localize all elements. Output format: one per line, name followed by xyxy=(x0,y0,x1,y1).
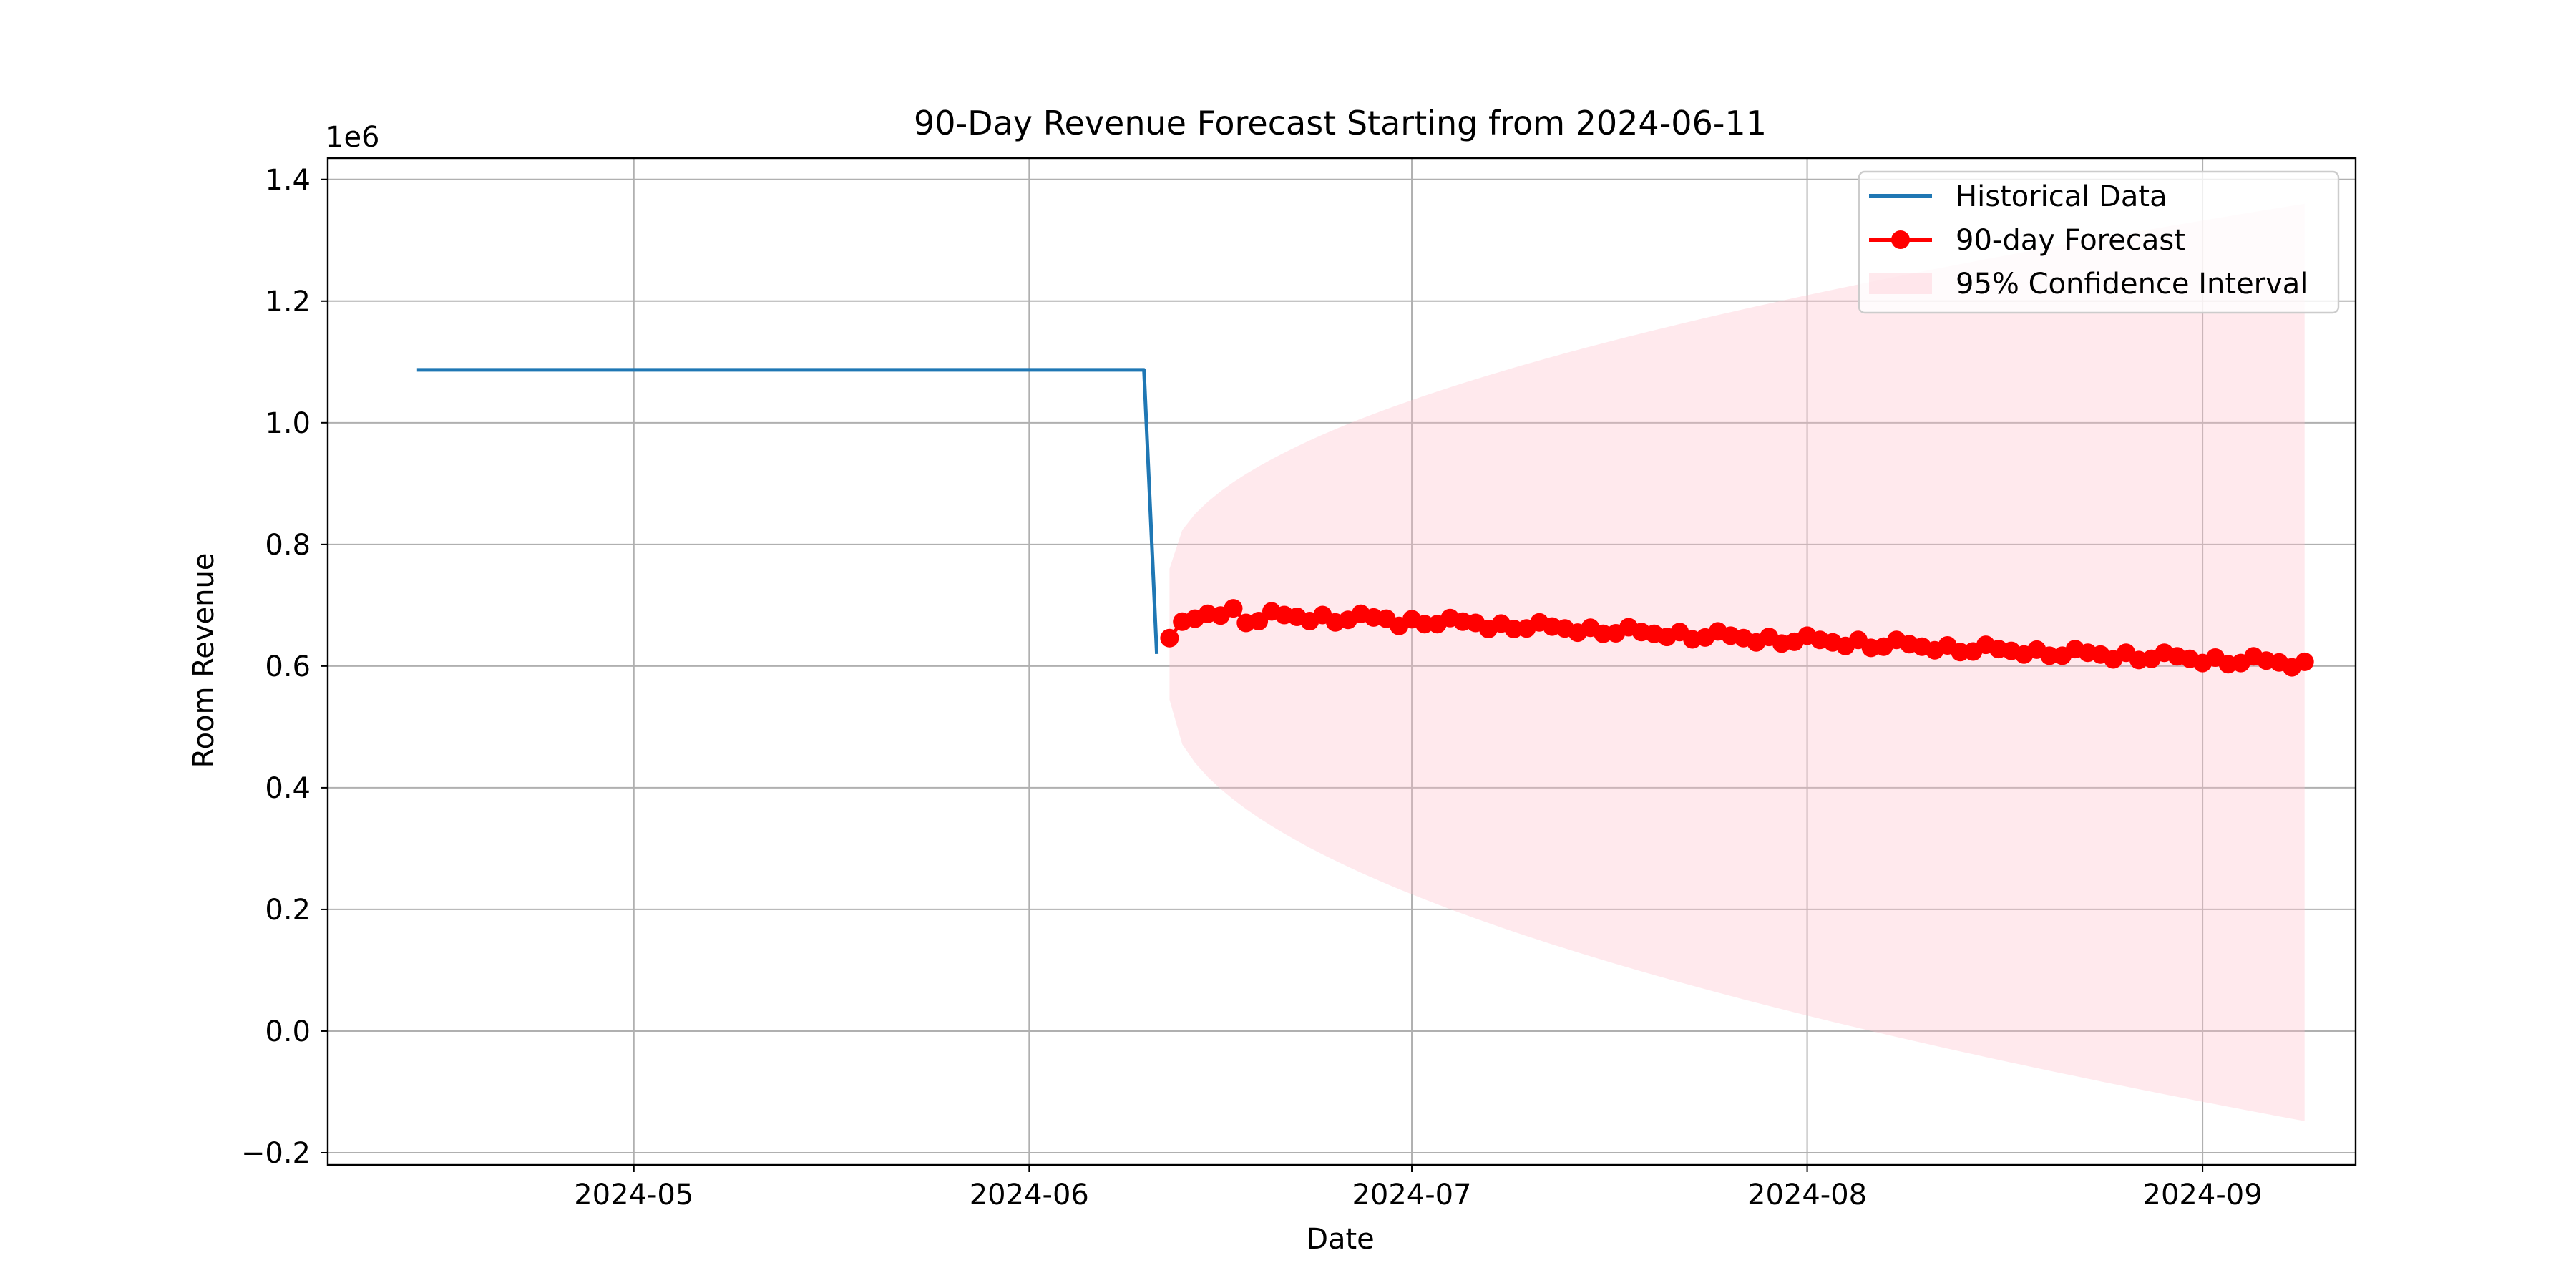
forecast-point xyxy=(1160,628,1179,648)
series-layer xyxy=(416,368,2314,677)
historical-data-line xyxy=(416,368,1159,655)
forecast-point xyxy=(2040,646,2059,665)
legend-confidence-swatch xyxy=(1869,273,1932,294)
x-tick-label: 2024-08 xyxy=(1747,1179,1867,1211)
forecast-point xyxy=(1415,615,1434,634)
x-tick-label: 2024-07 xyxy=(1352,1179,1471,1211)
forecast-point xyxy=(1224,599,1243,618)
forecast-point xyxy=(1249,612,1269,630)
y-tick-label: 1.0 xyxy=(265,407,311,440)
y-tick-label: 0.6 xyxy=(265,650,311,683)
confidence-band xyxy=(1169,203,2305,1121)
x-tick-label: 2024-09 xyxy=(2143,1179,2263,1211)
legend-historical-label: Historical Data xyxy=(1956,180,2167,213)
legend-confidence-label: 95% Confidence Interval xyxy=(1956,268,2308,301)
y-axis-label: Room Revenue xyxy=(187,553,220,769)
x-tick-label: 2024-05 xyxy=(574,1179,693,1211)
y-tick-label: 0.0 xyxy=(265,1015,311,1048)
legend-forecast-label: 90-day Forecast xyxy=(1956,224,2185,257)
confidence-band-layer xyxy=(1169,203,2305,1121)
y-tick-label: 0.4 xyxy=(265,772,311,805)
plot-frame xyxy=(326,157,2357,1166)
legend-box xyxy=(1858,170,2340,314)
axis-ticks: 2024-05 2024-06 2024-07 2024-08 2024-09 −0.2 0… xyxy=(241,164,2263,1211)
y-tick-label: −0.2 xyxy=(241,1137,311,1170)
y-tick-label: 1.2 xyxy=(265,286,311,318)
x-tick-label: 2024-06 xyxy=(970,1179,1089,1211)
x-axis-label: Date xyxy=(1306,1223,1375,1256)
y-axis-offset-label: 1e6 xyxy=(326,121,380,154)
y-tick-label: 1.4 xyxy=(265,164,311,197)
legend-forecast-marker xyxy=(1891,230,1910,249)
grid-lines xyxy=(328,158,2356,1165)
y-tick-label: 0.2 xyxy=(265,894,311,927)
y-tick-label: 0.8 xyxy=(265,529,311,562)
forecast-point xyxy=(2295,652,2314,671)
legend: Historical Data 90-day Forecast 95% Conf… xyxy=(1858,170,2340,314)
chart-title: 90-Day Revenue Forecast Starting from 20… xyxy=(914,104,1767,142)
